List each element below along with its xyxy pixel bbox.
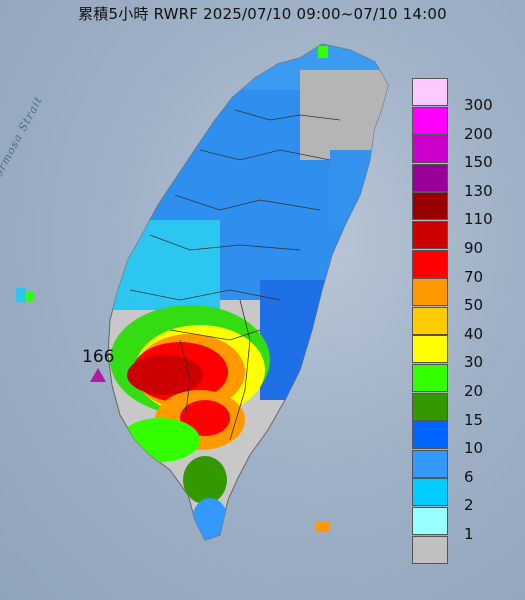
legend-label: 130: [464, 181, 493, 200]
legend-label: 10: [464, 439, 484, 458]
legend-swatch: [412, 106, 448, 135]
max-value-label: 166: [82, 347, 115, 367]
map-title: 累積5小時 RWRF 2025/07/10 09:00~07/10 14:00: [78, 5, 447, 23]
legend-swatch: [412, 364, 448, 392]
county-borders: [129, 109, 341, 441]
legend-label: 20: [464, 382, 484, 400]
legend-label: 110: [464, 210, 493, 229]
legend-label: 300: [464, 96, 493, 114]
legend-label: 50: [464, 296, 484, 315]
legend-label: 30: [464, 353, 484, 372]
legend-swatch: [412, 163, 448, 192]
max-value-marker: [90, 368, 106, 382]
legend-label: 70: [464, 267, 484, 286]
legend-label: 6: [464, 467, 474, 486]
legend-swatch: [412, 392, 448, 421]
legend-swatch: [412, 221, 448, 249]
legend-swatch: [412, 421, 448, 450]
legend-label: 200: [464, 124, 493, 143]
legend-swatch: [412, 306, 448, 335]
legend-swatch: [412, 478, 448, 507]
legend-label: 90: [464, 239, 484, 257]
legend-label: 1: [464, 525, 474, 543]
legend-swatch: [412, 507, 448, 535]
legend-swatch: [412, 535, 448, 564]
legend-label: 2: [464, 496, 474, 515]
legend-label: 150: [464, 153, 493, 172]
rainfall-legend: [412, 78, 448, 570]
legend-label: 40: [464, 324, 484, 343]
offshore-cells: [16, 46, 330, 532]
legend-swatch: [412, 335, 448, 364]
legend-swatch: [412, 449, 448, 478]
rainfall-fill: [108, 44, 388, 540]
legend-swatch: [412, 249, 448, 278]
legend-swatch: [412, 278, 448, 307]
legend-swatch: [412, 135, 448, 164]
legend-swatch: [412, 192, 448, 221]
legend-label: 15: [464, 410, 484, 429]
legend-swatch: [412, 78, 448, 106]
